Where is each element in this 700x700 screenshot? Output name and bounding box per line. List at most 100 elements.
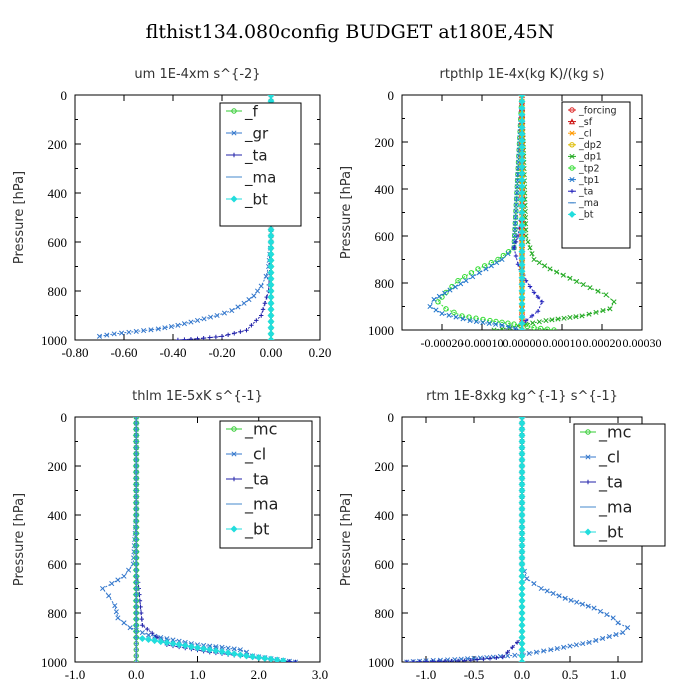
- y-tick-label: 800: [48, 606, 68, 621]
- data-point: [535, 294, 541, 300]
- data-point: [181, 321, 187, 327]
- data-point: [463, 278, 469, 284]
- data-point: [560, 272, 566, 278]
- data-point: [497, 653, 503, 660]
- data-point: [207, 643, 213, 649]
- series-line-dp1: [493, 95, 615, 330]
- y-axis-label: Pressure [hPa]: [339, 166, 354, 259]
- figure-title: flthist134.080config BUDGET at180E,45N: [146, 21, 555, 43]
- data-point: [533, 649, 539, 655]
- data-point: [518, 633, 526, 642]
- y-tick-label: 200: [375, 135, 395, 150]
- panel-title: rtm 1E-8xkg kg^{-1} s^{-1}: [426, 389, 618, 404]
- legend-entry: _f: [244, 102, 259, 121]
- data-point: [568, 597, 574, 603]
- panel-title: rtpthlp 1E-4x(kg K)/(kg s): [440, 67, 605, 82]
- data-point: [238, 329, 243, 334]
- x-tick-label: 1.0: [610, 667, 626, 682]
- data-point: [194, 317, 201, 323]
- y-tick-label: 400: [375, 508, 395, 523]
- legend-marker: [569, 165, 575, 171]
- data-point: [225, 645, 231, 651]
- x-tick-label: 0.00010: [543, 336, 582, 350]
- y-tick-label: 400: [48, 186, 68, 201]
- data-point: [535, 309, 541, 314]
- data-point: [118, 330, 125, 336]
- data-point: [475, 266, 481, 272]
- data-point: [513, 239, 519, 245]
- data-point: [518, 621, 526, 629]
- legend-entry: _tp1: [578, 175, 600, 186]
- data-point: [518, 117, 526, 125]
- legend-box: [561, 101, 631, 249]
- data-point: [518, 228, 526, 236]
- data-point: [505, 320, 511, 326]
- legend-entry: _cl: [244, 445, 266, 465]
- data-point: [514, 184, 520, 190]
- data-point: [518, 280, 526, 288]
- data-point: [518, 137, 526, 145]
- data-point: [237, 647, 243, 653]
- data-point: [518, 319, 526, 327]
- y-tick-label: 600: [375, 557, 395, 572]
- data-point: [529, 313, 535, 319]
- data-point: [260, 307, 266, 312]
- data-point: [494, 260, 500, 266]
- data-point: [442, 290, 448, 296]
- data-point: [267, 655, 275, 662]
- data-point: [551, 327, 557, 330]
- data-point: [279, 657, 287, 662]
- data-point: [475, 657, 480, 662]
- data-point: [262, 301, 268, 306]
- data-point: [603, 292, 609, 298]
- data-point: [539, 299, 545, 304]
- data-point: [585, 603, 591, 609]
- y-tick-label: 200: [48, 137, 68, 152]
- data-point: [214, 312, 220, 319]
- data-point: [455, 658, 461, 662]
- data-point: [433, 307, 439, 313]
- legend: _f _gr _ta _ma _bt: [219, 102, 302, 227]
- data-point: [127, 625, 133, 631]
- data-point: [518, 150, 526, 158]
- legend-box: [219, 102, 302, 227]
- legend-entry: _cl: [598, 448, 620, 468]
- data-point: [541, 648, 547, 654]
- data-point: [109, 581, 115, 587]
- data-point: [149, 630, 155, 636]
- data-point: [518, 202, 526, 210]
- legend-entry: _gr: [244, 124, 269, 143]
- data-point: [267, 250, 275, 258]
- data-point: [207, 335, 212, 340]
- data-point: [518, 646, 526, 654]
- data-point: [549, 317, 555, 323]
- data-point: [538, 585, 544, 592]
- data-point: [200, 645, 208, 653]
- data-point: [188, 336, 194, 340]
- data-point: [157, 638, 165, 646]
- data-point: [518, 261, 526, 269]
- legend-marker: [568, 118, 576, 125]
- data-point: [229, 308, 235, 314]
- data-point: [574, 599, 580, 605]
- data-point: [201, 335, 206, 340]
- legend-entry: _ta: [578, 187, 593, 198]
- data-point: [511, 245, 517, 250]
- data-point: [261, 654, 269, 662]
- data-point: [527, 284, 533, 289]
- panel-title: thlm 1E-5xK s^{-1}: [132, 389, 263, 404]
- data-point: [231, 646, 237, 652]
- data-point: [531, 290, 537, 295]
- data-point: [518, 222, 526, 230]
- data-point: [512, 325, 518, 330]
- data-point: [518, 208, 526, 217]
- data-point: [218, 648, 226, 656]
- data-point: [404, 659, 409, 662]
- data-point: [518, 130, 526, 138]
- data-point: [531, 256, 537, 263]
- data-point: [593, 309, 599, 315]
- data-point: [615, 620, 621, 626]
- legend: _forcing_sf_cl_dp2_dp1_tp2_tp1_ta_ma_bt: [561, 101, 631, 249]
- data-point: [236, 651, 244, 659]
- y-tick-label: 200: [375, 459, 395, 474]
